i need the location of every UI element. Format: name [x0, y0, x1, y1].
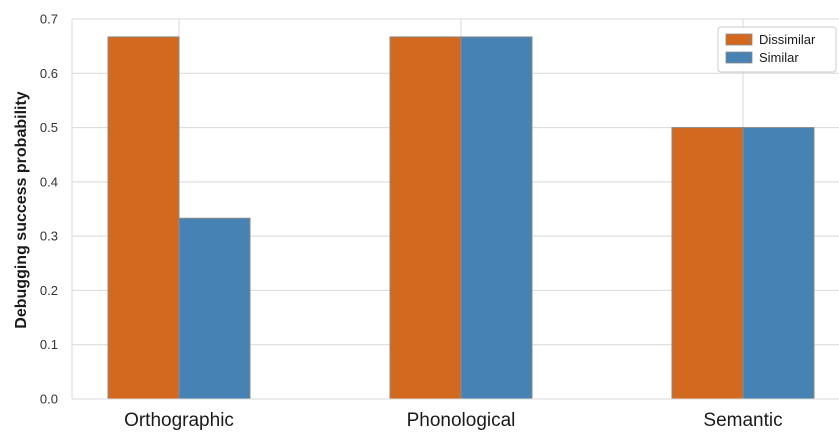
x-tick-label: Orthographic: [124, 410, 234, 431]
legend-label-dissimilar: Dissimilar: [759, 32, 816, 47]
legend-label-similar: Similar: [759, 50, 799, 65]
bar-dissimilar-orthographic: [107, 36, 180, 400]
bars: [107, 36, 815, 400]
y-axis-label: Debugging success probability: [13, 91, 30, 328]
y-tick-label: 0.4: [40, 174, 58, 189]
y-tick-label: 0.0: [40, 392, 58, 407]
y-tick-label: 0.1: [40, 337, 58, 352]
y-tick-label: 0.2: [40, 283, 58, 298]
legend: Dissimilar Similar: [717, 26, 837, 73]
legend-swatch-dissimilar: [725, 33, 753, 46]
x-tick-label: Phonological: [407, 410, 516, 431]
legend-swatch-similar: [725, 51, 753, 64]
x-tick-labels: Orthographic Phonological Semantic: [124, 410, 783, 431]
y-tick-label: 0.3: [40, 229, 58, 244]
bar-similar-orthographic: [178, 217, 251, 400]
y-tick-label: 0.6: [40, 66, 58, 81]
axes: [71, 18, 839, 400]
y-tick-labels: 0.0 0.1 0.2 0.3 0.4 0.5 0.6 0.7: [40, 12, 58, 407]
x-tick-label: Semantic: [703, 410, 782, 431]
bar-dissimilar-phonological: [389, 36, 462, 400]
bar-similar-semantic: [742, 127, 815, 400]
y-tick-label: 0.5: [40, 120, 58, 135]
bar-dissimilar-semantic: [671, 127, 744, 400]
bar-similar-phonological: [460, 36, 533, 400]
y-tick-label: 0.7: [40, 12, 58, 27]
